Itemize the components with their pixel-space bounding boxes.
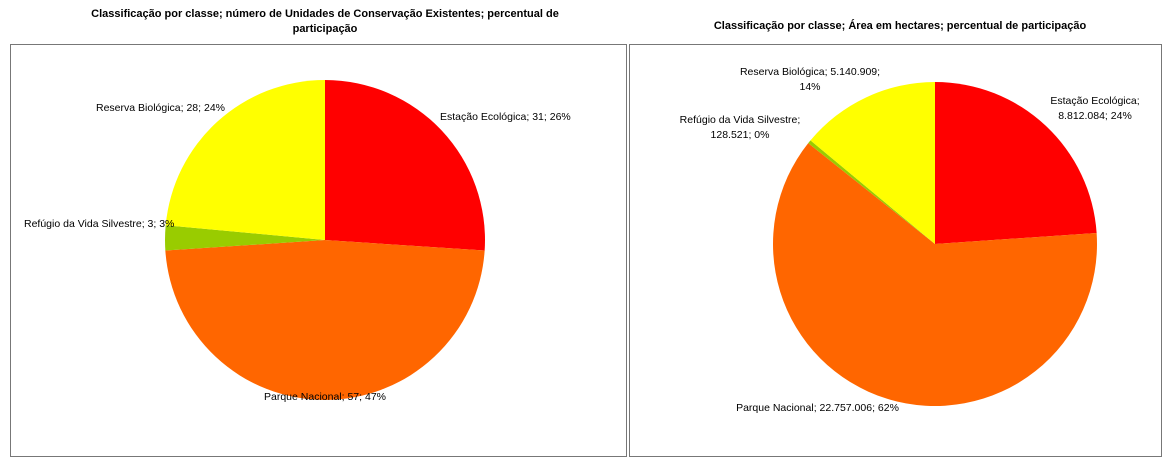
data-label: Refúgio da Vida Silvestre; 128.521; 0% — [679, 114, 801, 141]
data-label: Estação Ecológica; 31; 26% — [440, 111, 571, 123]
pie-slice — [808, 140, 935, 244]
pie-slice — [935, 82, 1097, 244]
pie-slice — [772, 143, 1097, 407]
data-label: Parque Nacional; 57; 47% — [264, 391, 386, 403]
data-label: Reserva Biológica; 5.140.909; 14% — [739, 66, 881, 93]
pie-slice — [165, 80, 325, 240]
data-label: Refúgio da Vida Silvestre; 3; 3% — [24, 218, 175, 230]
data-label: Parque Nacional; 22.757.006; 62% — [736, 402, 899, 414]
pie-slice — [325, 80, 485, 251]
data-label: Estação Ecológica; 8.812.084; 24% — [1050, 95, 1140, 122]
pie-slice — [165, 240, 485, 400]
pie-slice — [165, 225, 325, 251]
chart-title: Classificação por classe; Área em hectar… — [713, 20, 1087, 32]
pie-slice — [810, 82, 935, 244]
chart-title: Classificação por classe; número de Unid… — [91, 8, 559, 35]
data-label: Reserva Biológica; 28; 24% — [96, 102, 225, 114]
